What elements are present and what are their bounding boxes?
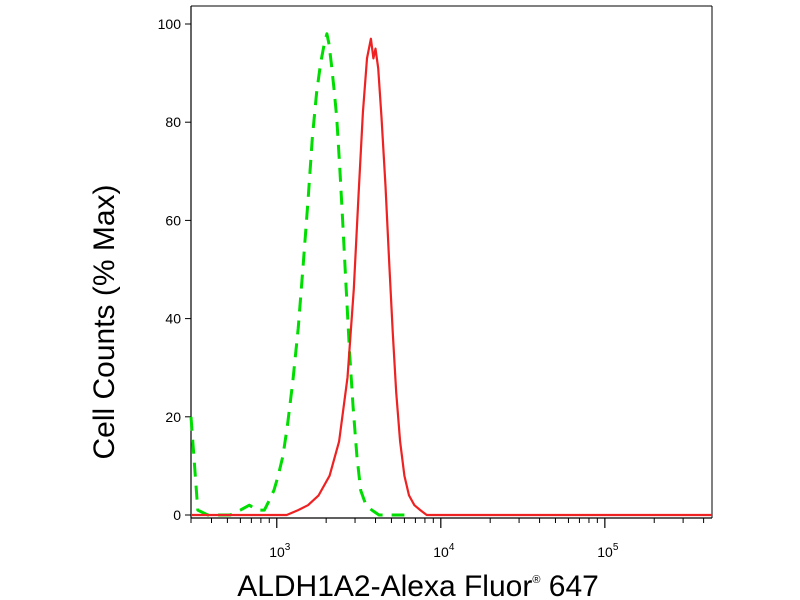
x-axis-label: ALDH1A2-Alexa Fluor® 647	[237, 570, 599, 600]
x-axis-label-main: ALDH1A2-Alexa Fluor	[237, 570, 532, 600]
y-tick-label: 100	[158, 16, 182, 32]
control-histogram-line	[189, 32, 405, 517]
x-tick-label: 103	[269, 542, 291, 560]
plot-frame	[190, 5, 713, 519]
y-tick-label: 0	[173, 507, 181, 523]
y-axis-ticks: 0 20 40 60 80 100	[158, 16, 191, 523]
registered-mark: ®	[532, 574, 540, 586]
series-layer	[189, 32, 712, 517]
x-axis-label-tail: 647	[540, 570, 598, 600]
x-axis-ticks: 103 104 105	[190, 518, 705, 560]
y-tick-label: 20	[165, 409, 181, 425]
sample-histogram-line	[191, 37, 712, 517]
y-tick-label: 40	[165, 311, 181, 327]
y-axis-label: Cell Counts (% Max)	[88, 184, 121, 459]
y-tick-label: 80	[165, 114, 181, 130]
x-tick-label: 105	[597, 542, 619, 560]
y-tick-label: 60	[165, 212, 181, 228]
x-tick-label: 104	[433, 542, 455, 560]
